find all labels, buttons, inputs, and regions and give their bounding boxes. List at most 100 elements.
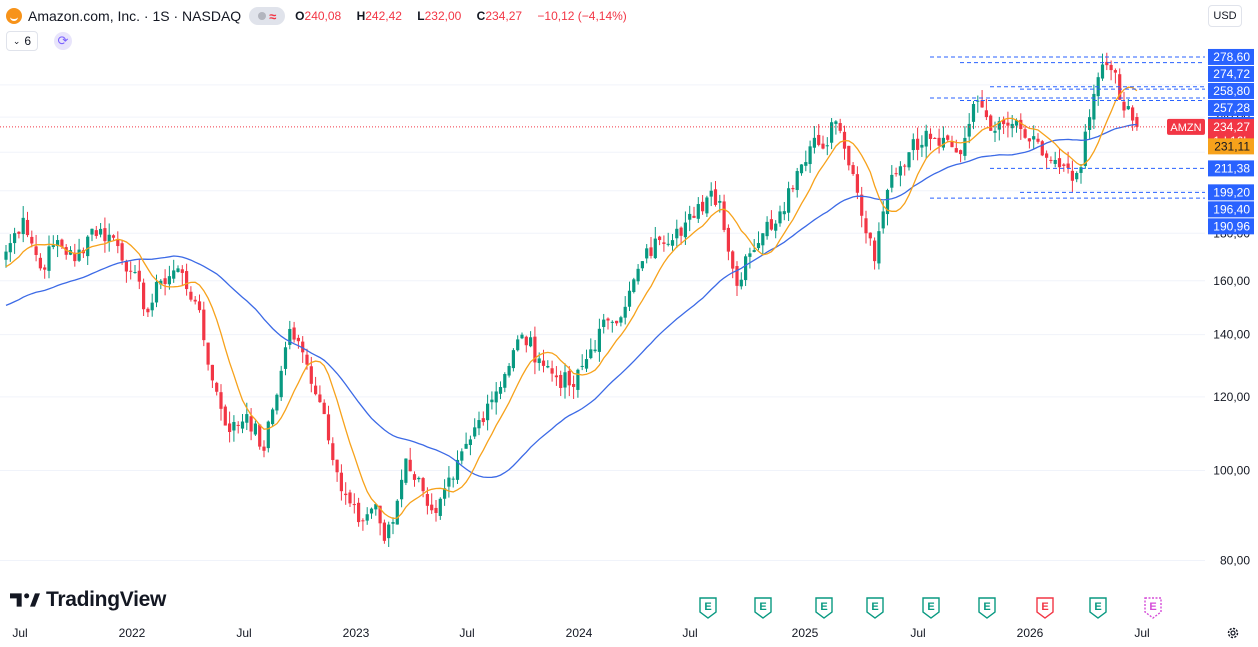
candle-body: [25, 219, 30, 236]
candle-body: [56, 240, 60, 247]
candle-body: [928, 133, 933, 139]
candle-body: [275, 394, 279, 411]
tradingview-logo[interactable]: TradingView: [10, 588, 166, 612]
price-axis-label[interactable]: 257,28: [1208, 99, 1254, 116]
candle-body: [885, 189, 890, 215]
svg-text:196,40: 196,40: [1213, 202, 1250, 216]
svg-text:E: E: [927, 601, 934, 613]
candle-body: [266, 421, 270, 449]
price-axis-label[interactable]: 190,96: [1208, 218, 1254, 235]
candle-body: [283, 347, 288, 369]
candle-body: [240, 421, 245, 429]
ma-slow-line: [5, 123, 1137, 479]
earnings-marker-icon[interactable]: E: [1144, 597, 1162, 619]
earnings-marker-icon[interactable]: E: [699, 597, 717, 619]
candle-body: [830, 122, 834, 143]
candle-body: [245, 414, 249, 423]
svg-text:AMZN: AMZN: [1170, 122, 1201, 134]
candle-body: [847, 145, 851, 166]
candle-body: [279, 370, 283, 398]
candle-body: [1010, 123, 1014, 129]
status-dot-icon: [258, 12, 267, 20]
earnings-marker-icon[interactable]: E: [922, 597, 940, 619]
candle-body: [464, 443, 468, 449]
earnings-marker-icon[interactable]: E: [1036, 597, 1054, 619]
refresh-icon[interactable]: ⟳: [54, 32, 72, 50]
x-tick-label: Jul: [459, 626, 474, 640]
candle-body: [124, 261, 128, 272]
candle-body: [17, 231, 21, 234]
candle-body: [197, 301, 202, 311]
candle-body: [550, 368, 554, 374]
candle-body: [1053, 159, 1057, 164]
earnings-marker-icon[interactable]: E: [866, 597, 884, 619]
candle-body: [206, 342, 210, 365]
candle-body: [520, 334, 524, 339]
settings-gear-icon[interactable]: [1226, 626, 1240, 640]
candle-body: [107, 234, 111, 242]
candle-body: [946, 135, 950, 140]
price-axis-label[interactable]: 258,80: [1208, 82, 1254, 99]
candle-body: [658, 236, 662, 241]
svg-text:E: E: [820, 601, 827, 613]
candle-body: [111, 235, 116, 238]
candle-body: [834, 121, 838, 124]
earnings-marker-icon[interactable]: E: [754, 597, 772, 619]
candle-body: [498, 387, 503, 394]
candle-body: [172, 270, 176, 279]
candle-body: [907, 152, 911, 168]
candle-body: [744, 256, 748, 281]
svg-text:190,96: 190,96: [1213, 219, 1250, 233]
candle-body: [365, 514, 369, 521]
candle-body: [683, 222, 687, 238]
candle-body: [554, 375, 558, 378]
candle-body: [718, 200, 722, 203]
price-axis-label[interactable]: 199,20: [1208, 184, 1254, 201]
candle-body: [189, 291, 193, 300]
candle-body: [391, 522, 395, 524]
market-status-pill[interactable]: ≈: [249, 7, 286, 25]
price-axis-label[interactable]: 211,38: [1208, 160, 1254, 177]
earnings-marker-icon[interactable]: E: [1089, 597, 1107, 619]
candle-body: [662, 242, 666, 244]
candle-body: [1049, 159, 1053, 161]
candle-body: [778, 211, 782, 224]
earnings-marker-icon[interactable]: E: [978, 597, 996, 619]
price-axis-label[interactable]: 274,72: [1208, 65, 1254, 82]
candle-body: [202, 309, 206, 341]
candle-body: [301, 341, 305, 353]
candle-body: [378, 505, 382, 524]
currency-button[interactable]: USD: [1208, 5, 1242, 27]
svg-text:E: E: [1094, 601, 1101, 613]
candle-body: [567, 370, 571, 386]
ma-fast-line: [5, 86, 1138, 520]
candle-body: [154, 281, 159, 303]
svg-text:199,20: 199,20: [1213, 185, 1250, 199]
candle-body: [950, 141, 954, 148]
symbol-title[interactable]: Amazon.com, Inc. · 1S · NASDAQ: [28, 8, 242, 24]
y-tick-label: 80,00: [1220, 554, 1250, 568]
candle-body: [271, 409, 275, 425]
indicators-toggle-button[interactable]: ⌄ 6: [6, 31, 38, 51]
price-axis-label[interactable]: 278,60: [1208, 48, 1254, 65]
candle-body: [236, 424, 240, 426]
candle-body: [782, 211, 786, 215]
candle-body: [860, 194, 864, 216]
candle-body: [911, 139, 915, 151]
earnings-marker-icon[interactable]: E: [815, 597, 833, 619]
candle-body: [516, 339, 520, 351]
candle-body: [1105, 61, 1109, 66]
price-axis-label[interactable]: 196,40: [1208, 201, 1254, 218]
candle-body: [529, 337, 533, 347]
candle-body: [709, 190, 713, 197]
candle-body: [1083, 131, 1087, 166]
candle-body: [808, 146, 812, 165]
ohlc-values: O240,08 H242,42 L232,00 C234,27 −10,12 (…: [295, 9, 627, 23]
candle-body: [262, 446, 266, 451]
candle-body: [481, 418, 485, 423]
candle-body: [954, 148, 958, 153]
candle-body: [984, 110, 988, 118]
svg-text:258,80: 258,80: [1213, 84, 1250, 98]
candle-body: [610, 321, 614, 323]
